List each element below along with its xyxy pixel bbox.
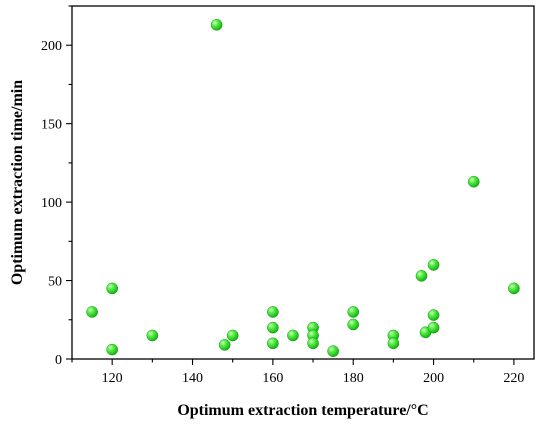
x-tick-label: 160 <box>262 371 283 386</box>
plot-frame <box>71 5 535 360</box>
data-point <box>106 343 118 356</box>
data-point <box>210 19 223 31</box>
y-tick-label: 0 <box>55 353 62 368</box>
x-tick-label: 220 <box>503 371 524 386</box>
x-tick-label: 140 <box>182 371 203 386</box>
y-axis-title: Optimum extraction time/min <box>9 80 26 285</box>
y-tick-label: 50 <box>48 275 62 290</box>
data-point <box>226 329 239 342</box>
data-point <box>508 282 520 295</box>
data-point <box>427 321 440 334</box>
data-points-group <box>86 19 520 357</box>
data-point <box>347 318 360 331</box>
x-axis-title: Optimum extraction temperature/°C <box>177 402 428 419</box>
x-tick-label: 120 <box>102 371 123 386</box>
data-point <box>307 337 319 350</box>
data-point <box>287 329 299 342</box>
data-point <box>467 175 480 188</box>
data-point <box>427 309 440 321</box>
data-point <box>106 282 118 295</box>
data-point <box>387 337 400 350</box>
x-tick-label: 200 <box>423 371 444 386</box>
data-point <box>267 306 279 318</box>
y-tick-label: 150 <box>41 118 62 133</box>
data-point <box>415 270 428 282</box>
data-point <box>218 339 231 351</box>
data-point <box>347 306 360 318</box>
data-point <box>267 337 279 350</box>
data-point <box>427 259 440 271</box>
y-tick-label: 200 <box>41 39 62 54</box>
axes-group: 120 140 160 180 200 220 0 50 100 150 200 <box>41 5 535 386</box>
data-point <box>327 345 339 357</box>
data-point <box>86 306 98 318</box>
x-tick-label: 180 <box>343 371 364 386</box>
y-tick-label: 100 <box>41 196 62 211</box>
data-point <box>146 329 159 342</box>
data-point <box>267 321 279 334</box>
